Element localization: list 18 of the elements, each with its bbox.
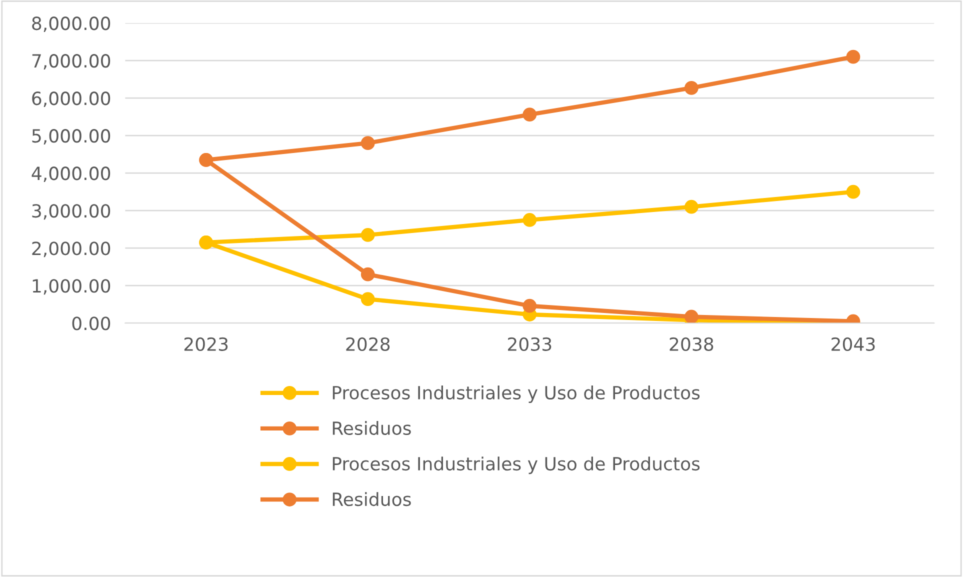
- y-tick-label: 4,000.00: [32, 166, 110, 182]
- y-tick-label: 5,000.00: [32, 129, 110, 145]
- legend-label: Procesos Industriales y Uso de Productos: [332, 456, 700, 474]
- y-tick-label: 3,000.00: [32, 204, 110, 220]
- legend-label: Procesos Industriales y Uso de Productos: [332, 386, 700, 404]
- y-tick-label: 2,000.00: [32, 242, 110, 258]
- x-tick-label: 2033: [508, 337, 552, 351]
- y-tick-label: 6,000.00: [32, 92, 110, 108]
- x-tick-label: 2038: [670, 337, 714, 351]
- y-tick-label: 8,000.00: [32, 16, 110, 32]
- legend-label: Residuos: [332, 492, 411, 506]
- legend-label: Residuos: [332, 421, 411, 436]
- x-tick-label: 2028: [346, 337, 390, 351]
- y-tick-label: 1,000.00: [32, 279, 110, 295]
- y-tick-label: 7,000.00: [32, 54, 110, 70]
- x-tick-label: 2023: [184, 337, 228, 351]
- y-tick-label: 0.00: [72, 316, 110, 330]
- x-tick-label: 2043: [832, 337, 875, 351]
